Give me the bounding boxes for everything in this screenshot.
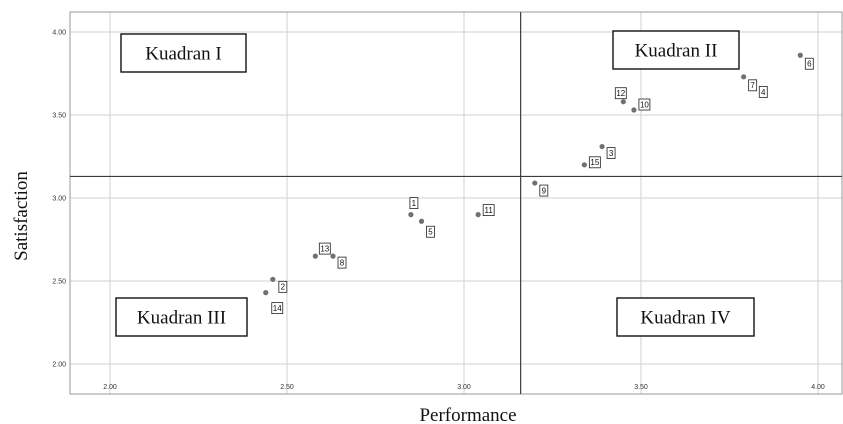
quadrant-label-box [115, 297, 248, 337]
point-label-box [804, 57, 814, 70]
y-tick-label: 3.00 [52, 196, 66, 203]
point-label-box [271, 302, 284, 315]
point-label: 1 [412, 199, 417, 208]
x-axis-title: Performance [419, 405, 516, 424]
x-tick-label: 2.00 [103, 384, 117, 391]
x-tick-label: 4.00 [811, 384, 825, 391]
point-label-box [638, 98, 651, 111]
point-label-box [539, 184, 549, 197]
point-label: 14 [273, 304, 282, 313]
point-label-box [337, 256, 347, 269]
reference-lines [70, 12, 842, 394]
data-point-15: 15 [581, 156, 601, 169]
point-marker [408, 212, 414, 218]
quadrant-label-text: Kuadran I [145, 44, 222, 65]
point-marker [741, 74, 747, 80]
point-label: 9 [542, 186, 547, 195]
tick-labels: 2.00 2.50 3.00 3.50 4.00 2.00 2.50 3.00 3.50 4.00 [52, 30, 825, 392]
point-label-box [606, 147, 616, 159]
data-point-13: 13 [312, 242, 331, 259]
quadrant-label-box [120, 33, 247, 73]
point-label: 8 [340, 258, 345, 267]
x-tick-label: 2.50 [280, 384, 294, 391]
y-axis-title: Satisfaction [11, 171, 32, 261]
data-point-8: 8 [330, 253, 347, 269]
quadrant-label-text: Kuadran IV [640, 308, 730, 329]
point-marker [270, 276, 276, 282]
quadrant-label-text: Kuadran II [635, 41, 718, 62]
point-label-box [318, 242, 331, 255]
point-label-box [748, 79, 758, 92]
y-tick-label: 2.00 [52, 362, 66, 369]
data-point-14: 14 [263, 290, 284, 315]
point-label-box [409, 197, 419, 210]
point-label: 11 [485, 206, 494, 215]
quadrant-labels: Kuadran I Kuadran II Kuadran III Kuadran IV [115, 30, 755, 337]
point-label: 13 [320, 244, 329, 253]
point-label: 3 [609, 149, 614, 158]
point-label-box [758, 86, 768, 98]
point-label-box [278, 280, 288, 293]
point-label-box [482, 204, 495, 217]
quadrant-label-top-left: Kuadran I [120, 33, 247, 73]
point-label: 5 [428, 228, 433, 237]
quadrant-label-box [616, 297, 755, 337]
y-tick-label: 2.50 [52, 279, 66, 286]
quadrant-label-box [612, 30, 740, 70]
point-label: 6 [807, 60, 812, 69]
data-point-10: 10 [631, 98, 651, 113]
x-tick-label: 3.00 [457, 384, 471, 391]
data-point-7: 7 [741, 74, 758, 92]
data-point-2: 2 [270, 276, 288, 293]
data-point-1: 1 [408, 197, 419, 218]
quadrant-label-bottom-right: Kuadran IV [616, 297, 755, 337]
point-label: 12 [616, 89, 625, 98]
point-marker [263, 290, 269, 296]
x-tick-label: 3.50 [634, 384, 648, 391]
data-point-6: 6 [797, 52, 814, 70]
y-tick-label: 4.00 [52, 30, 66, 37]
data-point-9: 9 [532, 180, 549, 197]
plot-area-frame [69, 11, 843, 395]
data-point-5: 5 [418, 218, 435, 238]
data-point-11: 11 [475, 204, 495, 218]
point-label-box [588, 156, 601, 169]
data-point-12: 12 [614, 87, 627, 105]
point-marker [620, 99, 626, 105]
point-label: 15 [590, 158, 599, 167]
point-marker [418, 218, 425, 224]
quadrant-label-bottom-left: Kuadran III [115, 297, 248, 337]
point-marker [532, 180, 538, 186]
data-point-3: 3 [599, 143, 616, 159]
point-label-box [426, 225, 435, 238]
point-marker [797, 52, 803, 58]
point-marker [312, 253, 318, 259]
point-label: 10 [640, 100, 649, 109]
quadrant-label-top-right: Kuadran II [612, 30, 740, 70]
point-label: 7 [750, 81, 755, 90]
point-label-box [614, 87, 627, 100]
point-marker [475, 212, 481, 218]
point-marker [631, 107, 637, 113]
quadrant-label-text: Kuadran III [137, 308, 226, 329]
point-marker [330, 253, 336, 259]
point-marker [581, 162, 587, 168]
point-label: 4 [761, 88, 766, 97]
point-marker [599, 143, 605, 150]
y-tick-label: 3.50 [52, 113, 66, 120]
point-label: 2 [281, 283, 286, 292]
